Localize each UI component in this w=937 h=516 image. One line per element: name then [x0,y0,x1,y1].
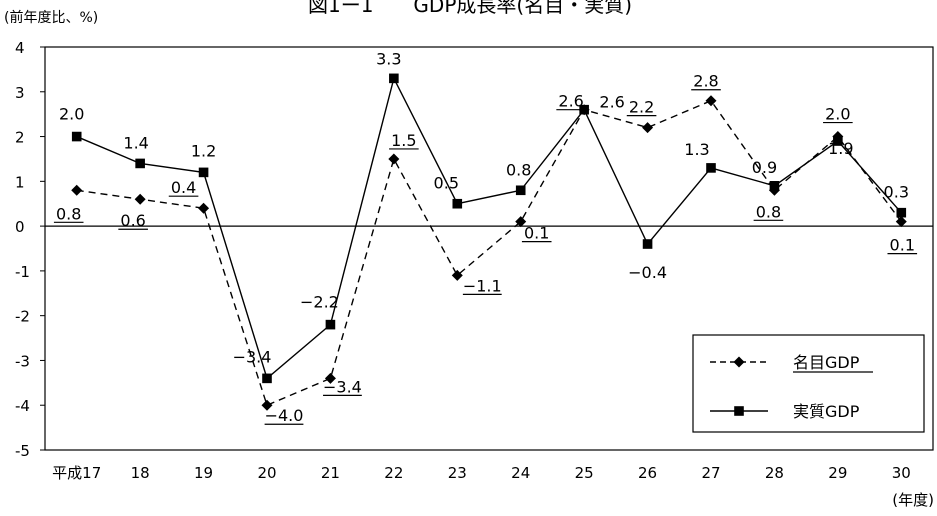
x-tick-label: 20 [257,464,276,482]
y-tick-label: -1 [15,263,30,281]
real-gdp-point [896,207,907,218]
x-tick-label: 平成17 [52,464,101,482]
y-tick-label: 4 [15,39,25,57]
real-gdp-data-label: 0.5 [434,174,459,193]
real-gdp-data-label: 1.4 [123,133,148,152]
legend-nominal-label: 名目GDP [793,353,860,372]
y-tick-label: -2 [15,308,30,326]
nominal-gdp-point [324,372,336,384]
legend-nominal-marker [733,356,745,368]
y-tick-label: 2 [15,129,25,147]
x-tick-label: 26 [638,464,657,482]
real-gdp-point [135,158,145,169]
real-gdp-data-label: −3.4 [233,347,272,366]
x-tick-label: 30 [892,464,911,482]
x-tick-label: 29 [828,464,847,482]
x-tick-label: 25 [575,464,594,482]
nominal-gdp-point [71,184,83,196]
y-axis-unit-label: (前年度比、%) [4,9,98,26]
real-gdp-data-label: −0.4 [628,263,667,282]
nominal-gdp-point [134,193,146,205]
nominal-gdp-data-label: 0.8 [756,202,781,221]
real-gdp-point [71,131,82,142]
real-gdp-data-label: 3.3 [376,49,401,68]
nominal-gdp-data-label: 0.1 [890,236,915,255]
x-tick-label: 24 [511,464,530,482]
y-tick-label: -5 [15,442,30,460]
nominal-gdp-point [515,216,527,228]
nominal-gdp-data-label: 2.6 [558,92,583,111]
real-gdp-data-label: 0.9 [752,158,777,177]
nominal-gdp-point [895,216,907,228]
nominal-gdp-data-label: −3.4 [323,377,362,396]
nominal-gdp-data-label: 0.4 [171,178,196,197]
x-axis-unit-label: (年度) [892,491,934,509]
nominal-gdp-data-label: 0.6 [120,211,145,230]
x-tick-label: 21 [321,464,340,482]
real-gdp-point [642,239,653,249]
nominal-gdp-point [642,122,654,134]
y-tick-label: 1 [15,173,25,191]
real-gdp-data-label: 1.9 [828,139,853,158]
y-tick-label: 0 [15,218,25,236]
nominal-gdp-data-label: 1.5 [391,131,416,150]
plot-frame [44,46,934,451]
nominal-gdp-point [198,202,210,214]
series-line-real-gdp [76,76,902,380]
real-gdp-data-label: 1.2 [191,141,216,160]
x-tick-label: 22 [384,464,403,482]
x-tick-label: 19 [194,464,213,482]
real-gdp-point [515,185,526,196]
x-tick-label: 27 [701,464,720,482]
nominal-gdp-data-label: 2.2 [629,98,654,117]
real-gdp-point [769,181,780,191]
real-gdp-data-label: −2.2 [300,293,339,312]
y-tick-label: -3 [15,352,30,370]
real-gdp-point [833,136,843,146]
real-gdp-point [389,73,399,84]
nominal-gdp-point [705,95,717,107]
real-gdp-data-label: 2.6 [599,93,624,112]
real-gdp-data-label: 1.3 [684,140,709,159]
nominal-gdp-point [388,153,400,165]
real-gdp-point [325,319,336,330]
chart-title: 図1ー1 GDP成長率(名目・実質) [308,0,632,17]
x-tick-label: 23 [448,464,467,482]
x-tick-label: 18 [131,464,150,482]
real-gdp-point [198,167,209,178]
nominal-gdp-point [451,269,463,281]
real-gdp-data-label: 0.3 [884,183,909,202]
x-tick-label: 28 [765,464,784,482]
y-tick-label: -4 [15,397,30,415]
nominal-gdp-data-label: 2.0 [825,105,850,124]
legend-real-marker [734,406,744,416]
real-gdp-point [706,163,716,173]
nominal-gdp-point [261,399,273,411]
nominal-gdp-data-label: 0.1 [524,224,549,243]
legend-box [692,334,925,433]
nominal-gdp-data-label: −1.1 [463,276,502,295]
legend-real-label: 実質GDP [793,402,860,421]
series-line-nominal-gdp [76,99,902,407]
nominal-gdp-data-label: 0.8 [56,204,81,223]
real-gdp-point [262,373,272,384]
real-gdp-data-label: 2.0 [59,105,84,124]
nominal-gdp-data-label: −4.0 [265,406,304,425]
nominal-gdp-data-label: 2.8 [693,72,718,91]
real-gdp-point [452,198,463,209]
y-tick-label: 3 [15,84,25,102]
real-gdp-data-label: 0.8 [506,160,531,179]
